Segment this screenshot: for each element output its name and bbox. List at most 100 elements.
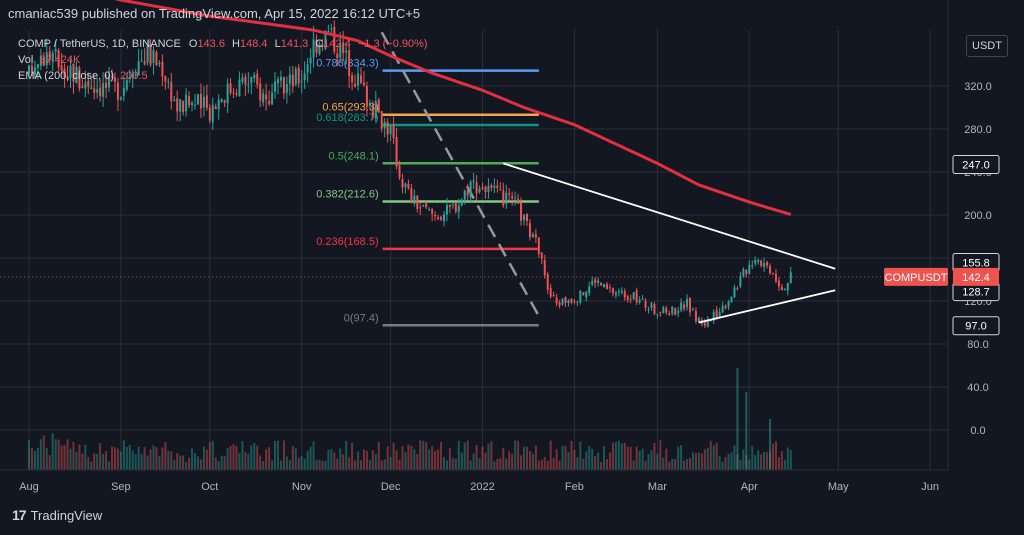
volume-bar: [620, 443, 623, 470]
candle-body: [508, 193, 511, 195]
volume-bar: [674, 458, 677, 470]
volume-bar: [582, 458, 585, 470]
candle-body: [374, 100, 377, 119]
volume-spike-bar: [736, 368, 739, 470]
volume-bar: [505, 458, 508, 470]
legend-close-value: 142.4: [323, 38, 351, 50]
candle-body: [600, 282, 603, 286]
candle-body: [597, 280, 600, 283]
fib-level-label: 0.5(248.1): [328, 150, 378, 162]
candle-body: [407, 183, 410, 189]
volume-bar: [496, 458, 499, 470]
candle-body: [466, 190, 469, 196]
price-label-box: [952, 316, 1000, 336]
candle-body: [472, 180, 475, 182]
candle-body: [226, 83, 229, 104]
candle-body: [463, 190, 466, 200]
volume-bar: [407, 444, 410, 470]
volume-bar: [490, 441, 493, 470]
volume-bar: [440, 441, 443, 470]
volume-bar: [155, 447, 158, 470]
legend-ema-label[interactable]: EMA (200, close, 0): [18, 70, 114, 82]
symbol-price-tag: [884, 267, 948, 286]
volume-bar: [425, 442, 428, 470]
candle-body: [199, 93, 202, 109]
volume-bar: [780, 451, 783, 470]
candle-body: [745, 269, 748, 274]
legend-open-value: 143.6: [197, 38, 225, 50]
candle-body: [282, 77, 285, 94]
volume-bar: [42, 435, 45, 470]
volume-bar: [339, 448, 342, 470]
x-tick-label: Jun: [921, 481, 939, 493]
volume-bar: [431, 446, 434, 470]
candle-body: [93, 88, 96, 93]
volume-bar: [99, 443, 102, 470]
candle-body: [205, 95, 208, 108]
legend-symbol[interactable]: COMP / TetherUS, 1D, BINANCE: [18, 38, 181, 50]
candle-body: [128, 76, 131, 79]
candle-body: [718, 311, 721, 317]
volume-bar: [422, 440, 425, 470]
candle-body: [437, 217, 440, 219]
volume-bar: [783, 459, 786, 470]
volume-bar: [567, 452, 570, 470]
volume-bar: [253, 443, 256, 470]
candle-body: [614, 292, 617, 296]
candle-body: [149, 45, 152, 65]
legend-volume-label[interactable]: Vol: [18, 54, 34, 66]
volume-bar: [457, 440, 460, 470]
volume-bar: [116, 448, 119, 470]
volume-bar: [540, 459, 543, 470]
volume-bar: [665, 448, 668, 470]
candle-body: [413, 195, 416, 204]
volume-spike-bar: [745, 392, 748, 470]
candle-body: [760, 260, 763, 266]
ema-200-polyline: [114, 0, 792, 216]
candle-body: [279, 76, 282, 81]
price-label-box: [952, 154, 1000, 174]
volume-bar: [724, 457, 727, 470]
volume-bar: [81, 453, 84, 470]
volume-bar: [140, 454, 143, 470]
volume-bar: [555, 449, 558, 470]
candle-body: [300, 81, 303, 83]
dashed-diagonal-line: [380, 31, 540, 317]
volume-bar: [401, 446, 404, 470]
volume-bar: [36, 447, 39, 470]
volume-bar: [84, 444, 87, 470]
candle-body: [386, 122, 389, 135]
volume-bar: [460, 452, 463, 470]
volume-bar: [315, 459, 318, 470]
candle-body: [434, 215, 437, 217]
candle-body: [727, 301, 730, 307]
candle-body: [354, 83, 357, 87]
y-tick-label: 40.0: [967, 382, 988, 394]
candle-body: [42, 57, 45, 66]
volume-bar: [256, 445, 259, 470]
candle-body: [69, 65, 72, 78]
volume-bar: [149, 449, 152, 470]
candle-body: [253, 75, 256, 79]
candle-body: [238, 79, 241, 97]
x-tick-label: 2022: [470, 481, 494, 493]
candle-body: [659, 312, 662, 314]
candle-body: [321, 45, 324, 48]
volume-bar: [279, 460, 282, 470]
volume-bar: [238, 453, 241, 470]
volume-bar: [617, 440, 620, 470]
volume-bar: [561, 445, 564, 470]
volume-bar: [324, 461, 327, 470]
candle-body: [481, 187, 484, 190]
tradingview-logo[interactable]: 17 TradingView: [12, 507, 102, 523]
candle-body: [490, 184, 493, 188]
candle-body: [75, 66, 78, 84]
candle-body: [235, 93, 238, 95]
volume-bar: [30, 448, 33, 470]
volume-bar: [327, 449, 330, 470]
currency-button[interactable]: USDT: [966, 35, 1008, 57]
volume-bar: [635, 446, 638, 470]
candle-body: [487, 185, 490, 192]
volume-bar: [514, 440, 517, 470]
